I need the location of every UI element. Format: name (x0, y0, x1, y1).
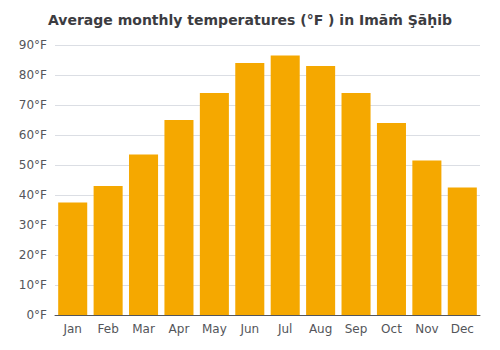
svg-text:Mar: Mar (132, 322, 155, 336)
svg-text:May: May (202, 322, 227, 336)
svg-text:60°F: 60°F (19, 128, 47, 142)
svg-text:40°F: 40°F (19, 188, 47, 202)
svg-text:50°F: 50°F (19, 158, 47, 172)
svg-text:Aug: Aug (309, 322, 332, 336)
svg-text:0°F: 0°F (26, 308, 47, 322)
svg-text:Average monthly temperatures (: Average monthly temperatures (°F ) in Im… (48, 12, 452, 28)
svg-text:Feb: Feb (98, 322, 119, 336)
svg-text:Dec: Dec (451, 322, 474, 336)
svg-text:Apr: Apr (169, 322, 190, 336)
svg-text:10°F: 10°F (19, 278, 47, 292)
svg-text:Sep: Sep (345, 322, 368, 336)
svg-text:Jul: Jul (277, 322, 292, 336)
svg-text:80°F: 80°F (19, 68, 47, 82)
svg-text:Oct: Oct (381, 322, 402, 336)
svg-text:20°F: 20°F (19, 248, 47, 262)
svg-text:90°F: 90°F (19, 38, 47, 52)
svg-text:30°F: 30°F (19, 218, 47, 232)
svg-text:Nov: Nov (415, 322, 438, 336)
svg-text:70°F: 70°F (19, 98, 47, 112)
svg-text:Jan: Jan (62, 322, 82, 336)
svg-text:Jun: Jun (239, 322, 259, 336)
